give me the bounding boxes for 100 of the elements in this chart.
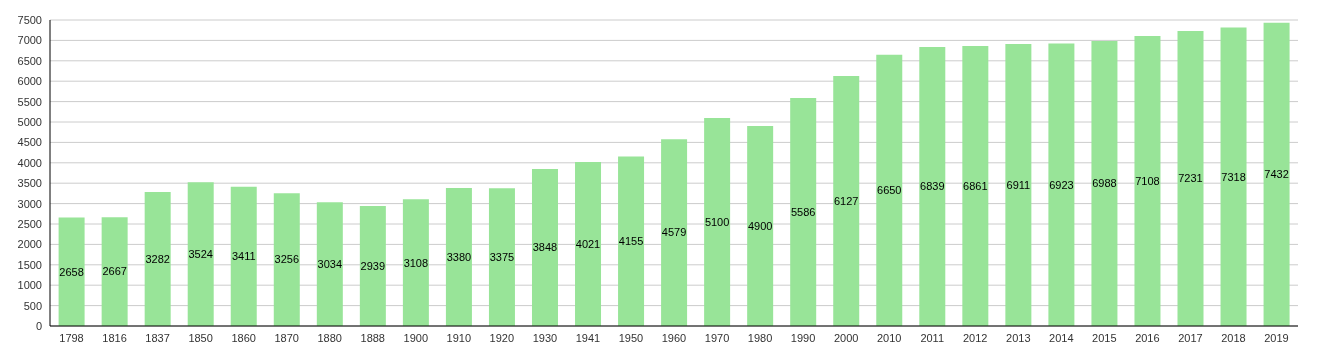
data-label: 4155 — [618, 235, 644, 248]
y-tick-label: 4500 — [17, 136, 42, 149]
x-tick-label: 2011 — [920, 331, 945, 344]
data-label: 6861 — [963, 179, 988, 192]
x-tick-label: 1850 — [188, 331, 213, 344]
data-label: 3848 — [532, 241, 558, 254]
bar — [316, 202, 343, 326]
data-label: 5100 — [704, 215, 730, 228]
x-tick-label: 1837 — [145, 331, 170, 344]
bar — [747, 126, 774, 326]
x-tick-label: 1930 — [532, 331, 558, 344]
data-label: 7108 — [1135, 174, 1160, 187]
bar — [359, 206, 386, 326]
data-label: 3034 — [317, 258, 343, 271]
y-tick-label: 7500 — [17, 13, 42, 26]
data-label: 6650 — [877, 184, 902, 197]
y-tick-label: 2000 — [17, 238, 42, 251]
data-label: 3380 — [446, 250, 472, 263]
data-label: 4021 — [575, 237, 601, 250]
y-tick-label: 1000 — [17, 279, 42, 292]
x-tick-label: 2013 — [1006, 331, 1031, 344]
x-tick-label: 1910 — [446, 331, 472, 344]
bar — [1134, 35, 1161, 326]
data-label: 2658 — [59, 265, 84, 278]
x-tick-label: 2016 — [1135, 331, 1160, 344]
data-label: 6839 — [920, 180, 945, 193]
bar — [445, 188, 472, 326]
bar — [230, 186, 257, 326]
x-tick-label: 1960 — [661, 331, 687, 344]
bar — [790, 98, 817, 326]
bar — [876, 54, 903, 326]
x-tick-label: 1900 — [403, 331, 429, 344]
x-tick-label: 1860 — [231, 331, 256, 344]
y-tick-label: 4000 — [17, 156, 42, 169]
y-tick-label: 1500 — [17, 258, 42, 271]
bar — [402, 199, 429, 326]
bar — [618, 156, 645, 326]
y-tick-label: 3500 — [17, 177, 42, 190]
x-tick-label: 2014 — [1049, 331, 1074, 344]
y-tick-label: 5500 — [17, 95, 42, 108]
y-tick-label: 2500 — [17, 217, 42, 230]
data-label: 7231 — [1178, 172, 1203, 185]
x-tick-label: 1920 — [489, 331, 515, 344]
data-label: 6127 — [833, 194, 859, 207]
bar — [273, 193, 300, 326]
data-label: 3524 — [188, 248, 213, 261]
x-tick-label: 2012 — [963, 331, 988, 344]
x-tick-label: 2017 — [1178, 331, 1203, 344]
bar — [661, 139, 688, 326]
bar — [488, 188, 515, 326]
x-tick-label: 2018 — [1221, 331, 1246, 344]
bar — [575, 161, 602, 326]
x-tick-label: 1990 — [790, 331, 816, 344]
x-tick-label: 1870 — [274, 331, 299, 344]
y-tick-label: 0 — [35, 319, 42, 332]
x-tick-label: 2015 — [1092, 331, 1117, 344]
x-tick-label: 1980 — [747, 331, 773, 344]
bar — [144, 192, 171, 326]
data-label: 2667 — [102, 265, 127, 278]
y-tick-label: 6000 — [17, 75, 42, 88]
x-tick-label: 1880 — [317, 331, 342, 344]
x-tick-label: 2000 — [833, 331, 859, 344]
bar — [962, 46, 989, 326]
data-label: 3411 — [231, 250, 256, 263]
data-label: 4579 — [661, 226, 687, 239]
y-tick-label: 3000 — [17, 197, 42, 210]
x-tick-label: 1816 — [102, 331, 127, 344]
y-tick-label: 500 — [23, 299, 42, 312]
data-label: 7318 — [1221, 170, 1246, 183]
data-label: 3256 — [274, 253, 300, 266]
x-tick-label: 2010 — [876, 331, 902, 344]
data-label: 6911 — [1006, 178, 1031, 191]
bar — [531, 169, 558, 326]
bar — [1177, 30, 1204, 326]
x-tick-label: 1970 — [704, 331, 730, 344]
bar — [704, 117, 731, 326]
data-label: 6923 — [1049, 178, 1074, 191]
data-label: 4900 — [747, 219, 773, 232]
x-tick-label: 1798 — [59, 331, 84, 344]
x-tick-label: 1941 — [575, 331, 601, 344]
data-label: 5586 — [790, 205, 816, 218]
y-tick-label: 7000 — [17, 34, 42, 47]
bar — [187, 182, 214, 326]
bar — [919, 46, 946, 326]
bar — [101, 217, 128, 326]
y-tick-label: 6500 — [17, 54, 42, 67]
data-label: 7432 — [1264, 168, 1289, 181]
bar — [1263, 22, 1290, 326]
x-tick-label: 1950 — [618, 331, 644, 344]
bar — [58, 217, 85, 326]
data-label: 6988 — [1092, 177, 1117, 190]
y-tick-label: 5000 — [17, 115, 42, 128]
data-label: 3375 — [489, 251, 515, 264]
bar — [1005, 44, 1032, 326]
data-label: 2939 — [360, 259, 386, 272]
data-label: 3282 — [145, 252, 170, 265]
x-tick-label: 2019 — [1264, 331, 1289, 344]
bar — [1091, 40, 1118, 326]
bar — [1048, 43, 1075, 326]
bar — [1220, 27, 1247, 326]
